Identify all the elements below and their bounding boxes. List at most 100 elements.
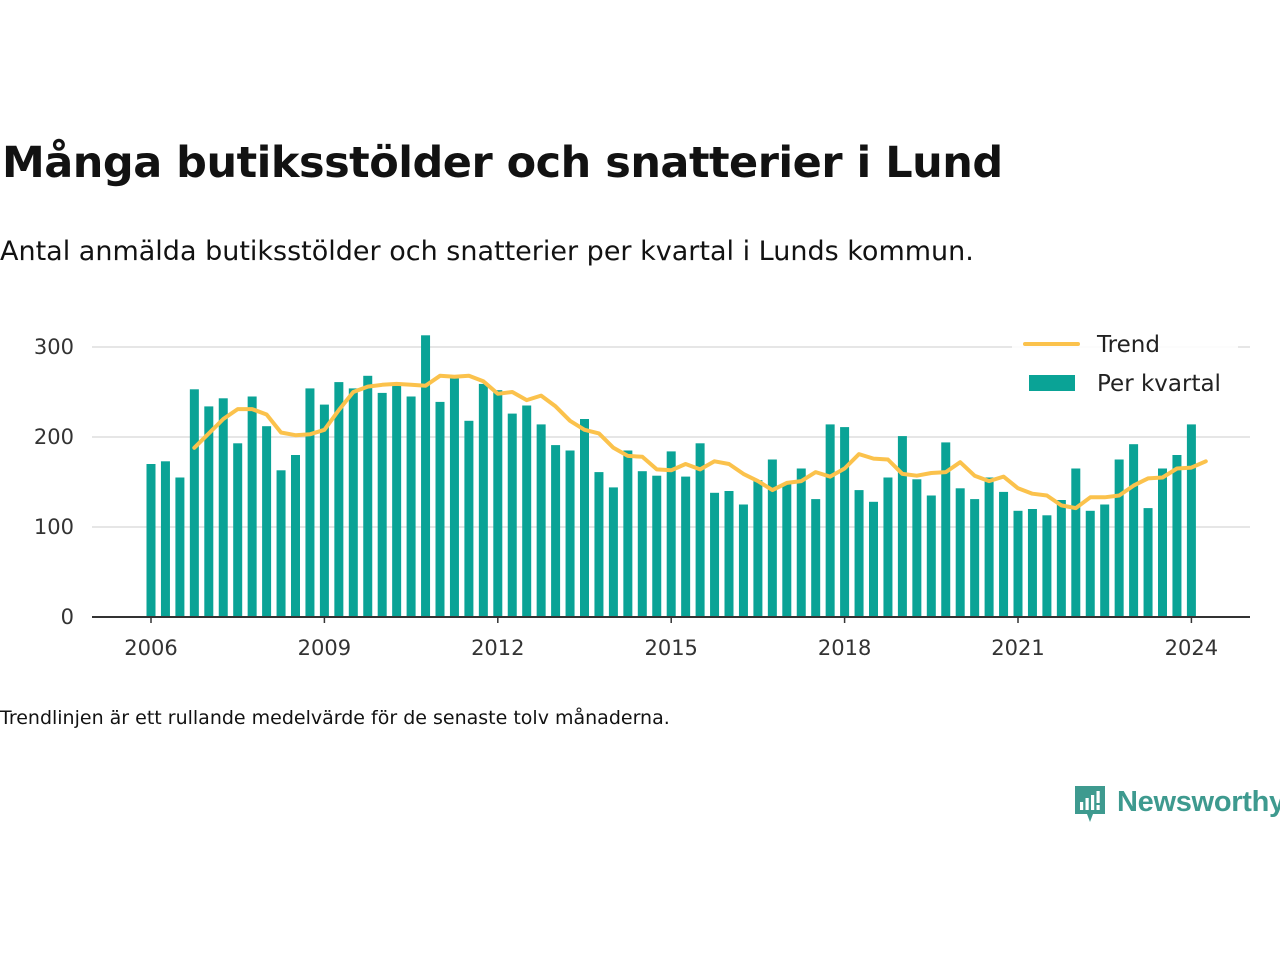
bar — [1143, 508, 1153, 617]
bar — [1100, 504, 1110, 617]
bar — [175, 477, 185, 617]
bar — [637, 471, 647, 617]
x-tick-label: 2018 — [818, 636, 871, 660]
bar — [276, 470, 286, 617]
bar — [233, 443, 243, 617]
bar — [1172, 455, 1182, 617]
bar — [478, 383, 488, 617]
x-tick-label: 2006 — [124, 636, 177, 660]
x-tick-label: 2021 — [991, 636, 1044, 660]
bar — [796, 468, 806, 617]
brand-name: Newsworthy — [1117, 786, 1280, 818]
bar — [1186, 424, 1196, 617]
bar — [551, 445, 561, 617]
bar — [941, 442, 951, 617]
bar — [955, 488, 965, 617]
bar — [204, 406, 214, 617]
brand-logo[interactable]: Newsworthy — [1073, 784, 1280, 828]
x-tick-label: 2024 — [1165, 636, 1218, 660]
bar — [695, 443, 705, 617]
legend: Trend Per kvartal — [1012, 328, 1238, 404]
bar — [348, 388, 358, 617]
bar — [1027, 509, 1037, 617]
bar — [594, 472, 604, 617]
bar — [363, 375, 373, 617]
bar — [247, 396, 257, 617]
bar-chart: 0 100 200 300 2006 2009 2012 2015 2018 2021 2024 T… — [33, 328, 1250, 660]
chart-footnote: Trendlinjen är ett rullande medelvärde f… — [0, 707, 670, 729]
legend-bar-label: Per kvartal — [1097, 371, 1221, 397]
bar — [1042, 515, 1052, 617]
bar — [782, 483, 792, 617]
bar — [1056, 500, 1066, 617]
bar — [984, 477, 994, 617]
bar — [522, 405, 532, 617]
bar — [1158, 468, 1167, 617]
bar — [970, 499, 980, 617]
bar — [854, 490, 864, 617]
bar — [999, 491, 1009, 617]
bar — [608, 487, 618, 617]
bar — [305, 388, 315, 617]
bar — [912, 479, 922, 617]
y-tick-label: 100 — [34, 515, 74, 539]
newsworthy-logo-icon — [1075, 786, 1105, 822]
bar — [710, 492, 720, 617]
bar — [897, 436, 907, 617]
bar — [724, 491, 734, 617]
bar — [449, 378, 459, 617]
bar — [493, 390, 503, 617]
bar — [681, 476, 691, 617]
axes: 0 100 200 300 2006 2009 2012 2015 2018 2021 2024 — [34, 335, 1250, 660]
trend-line — [192, 373, 1208, 511]
bar — [623, 450, 633, 617]
bar — [189, 389, 199, 617]
bar — [536, 424, 546, 617]
bar — [565, 450, 575, 617]
chart-subtitle: Antal anmälda butiksstölder och snatteri… — [0, 236, 974, 267]
bar — [262, 426, 272, 617]
bar — [666, 451, 676, 617]
legend-bar-swatch — [1029, 375, 1075, 391]
bar — [334, 382, 344, 617]
bar — [1071, 468, 1081, 617]
bar — [435, 401, 445, 617]
bar — [753, 480, 763, 617]
legend-background — [1012, 328, 1238, 404]
bar — [421, 335, 431, 617]
bar — [767, 459, 777, 617]
bar — [825, 424, 835, 617]
y-tick-label: 200 — [34, 425, 74, 449]
bar — [811, 499, 821, 617]
bar — [160, 461, 170, 617]
bar — [146, 464, 156, 617]
x-tick-label: 2009 — [298, 636, 351, 660]
bar — [1129, 444, 1139, 617]
bar — [1085, 510, 1095, 617]
bar — [507, 413, 517, 617]
bar — [869, 501, 878, 617]
chart-title: Många butiksstölder och snatterier i Lun… — [2, 138, 1003, 188]
legend-trend-label: Trend — [1096, 332, 1160, 358]
trend-layer — [192, 373, 1208, 511]
y-tick-label: 300 — [34, 335, 74, 359]
x-tick-label: 2015 — [644, 636, 697, 660]
bar — [883, 477, 893, 617]
bar — [319, 404, 329, 617]
bar — [218, 398, 228, 617]
bar — [840, 427, 850, 617]
bar — [738, 504, 748, 617]
bar — [464, 420, 474, 617]
bar — [580, 419, 589, 617]
bar — [926, 495, 936, 617]
bar — [652, 475, 662, 617]
bar — [1013, 510, 1023, 617]
bar — [291, 455, 300, 617]
bars-layer — [146, 335, 1196, 617]
bar — [392, 384, 402, 617]
y-tick-label: 0 — [61, 605, 74, 629]
bar — [1114, 459, 1124, 617]
bar — [406, 396, 416, 617]
bar — [377, 392, 387, 617]
